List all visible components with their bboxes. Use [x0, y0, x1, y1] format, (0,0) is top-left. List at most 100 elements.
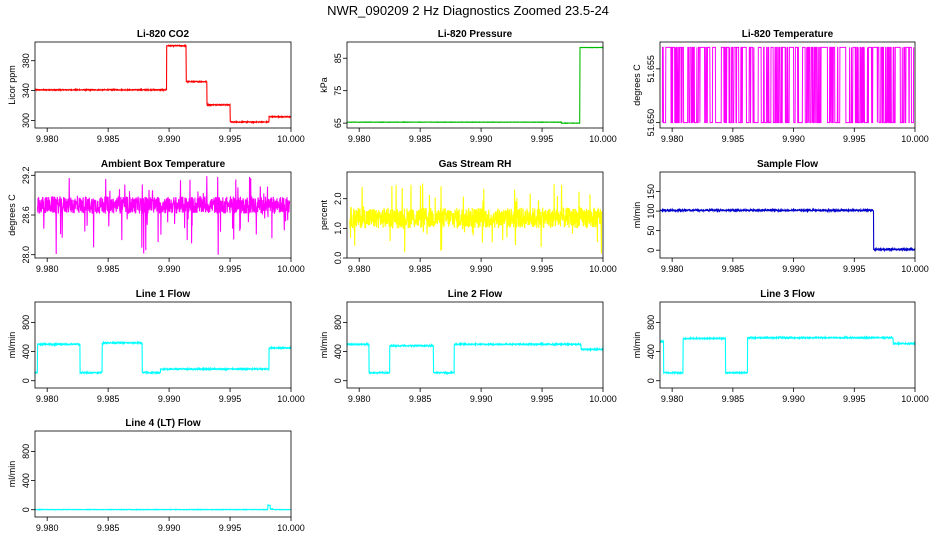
page-title: NWR_090209 2 Hz Diagnostics Zoomed 23.5-… [327, 3, 609, 18]
x-tick-label: 9.980 [36, 523, 59, 533]
x-tick-label: 9.995 [219, 523, 242, 533]
chart-panel: 9.980 9.985 9.990 9.995 10.000 0 400 800 Line 4 … [7, 418, 305, 533]
x-tick-label: 9.985 [409, 134, 432, 144]
y-axis-label: ml/min [7, 461, 17, 488]
chart-title: Line 2 Flow [448, 289, 503, 300]
y-axis-label: ml/min [7, 332, 17, 359]
x-tick-label: 9.980 [348, 394, 371, 404]
x-tick-label: 9.980 [36, 394, 59, 404]
y-tick-label: 340 [21, 83, 31, 98]
x-tick-label: 9.985 [409, 264, 432, 274]
y-tick-label: 400 [646, 344, 656, 359]
chart-title: Li-820 CO2 [137, 29, 190, 40]
x-tick-label: 9.995 [843, 134, 866, 144]
y-tick-label: 75 [333, 86, 343, 96]
x-tick-label: 9.995 [531, 134, 554, 144]
x-tick-label: 9.985 [97, 394, 120, 404]
x-tick-label: 9.995 [531, 264, 554, 274]
x-tick-label: 10.000 [277, 264, 305, 274]
y-axis-label: percent [319, 199, 329, 230]
x-tick-label: 9.990 [470, 264, 493, 274]
plot-frame [659, 171, 916, 259]
chart-title: Li-820 Pressure [438, 29, 513, 40]
plot-frame [346, 41, 604, 129]
x-tick-label: 10.000 [901, 264, 929, 274]
chart-title: Ambient Box Temperature [101, 159, 226, 170]
y-axis-label: kPa [319, 77, 329, 93]
y-axis-label: Licor ppm [7, 65, 17, 105]
y-tick-label: 150 [646, 184, 656, 199]
x-tick-label: 9.995 [219, 134, 242, 144]
x-tick-label: 9.990 [158, 394, 181, 404]
y-tick-label: 0 [646, 248, 656, 253]
y-tick-label: 0.0 [333, 252, 343, 265]
y-tick-label: 400 [333, 344, 343, 359]
x-tick-label: 9.985 [722, 394, 745, 404]
plot-frame [659, 301, 916, 389]
x-tick-label: 10.000 [589, 394, 617, 404]
y-axis-label: ml/min [632, 202, 642, 229]
x-tick-label: 9.990 [470, 134, 493, 144]
y-tick-label: 51.650 [646, 109, 656, 137]
data-series-line [659, 335, 916, 376]
y-tick-label: 800 [333, 315, 343, 330]
y-tick-label: 51.655 [646, 55, 656, 83]
x-tick-label: 9.985 [722, 264, 745, 274]
plot-frame [346, 301, 604, 389]
x-tick-label: 10.000 [589, 264, 617, 274]
plot-frame [34, 171, 292, 259]
x-tick-label: 9.995 [843, 394, 866, 404]
data-series-line [34, 340, 292, 375]
y-tick-label: 0 [333, 378, 343, 383]
y-tick-label: 800 [646, 315, 656, 330]
y-tick-label: 65 [333, 118, 343, 128]
y-tick-label: 2.0 [333, 192, 343, 205]
y-tick-label: 100 [646, 204, 656, 219]
chart-panel: 9.980 9.985 9.990 9.995 10.000 0 400 800 Line 1 … [7, 289, 305, 404]
chart-panel: 9.980 9.985 9.990 9.995 10.000 28.0 28.6 29.2 Am… [7, 159, 305, 274]
chart-panel: 9.980 9.985 9.990 9.995 10.000 300 340 380 Li-82… [7, 29, 305, 144]
y-axis-label: degrees C [632, 64, 642, 106]
chart-panel: 9.980 9.985 9.990 9.995 10.000 51.650 51.655 Li… [632, 29, 929, 144]
chart-panel: 9.980 9.985 9.990 9.995 10.000 0 50 100 150 Sampl… [632, 159, 929, 274]
x-tick-label: 9.990 [782, 394, 805, 404]
data-series-line [349, 183, 603, 254]
chart-title: Sample Flow [757, 159, 818, 170]
y-tick-label: 50 [646, 226, 656, 236]
x-tick-label: 9.990 [158, 134, 181, 144]
y-tick-label: 1.0 [333, 222, 343, 235]
x-tick-label: 9.990 [782, 264, 805, 274]
y-axis-label: degrees C [7, 194, 17, 236]
x-tick-label: 9.990 [782, 134, 805, 144]
x-tick-label: 9.995 [843, 264, 866, 274]
y-axis-label: ml/min [319, 332, 329, 359]
x-tick-label: 9.985 [722, 134, 745, 144]
chart-title: Gas Stream RH [439, 159, 512, 170]
y-tick-label: 400 [21, 344, 31, 359]
chart-panel: 9.980 9.985 9.990 9.995 10.000 65 75 85 Li-820 P… [319, 29, 617, 144]
x-tick-label: 10.000 [589, 134, 617, 144]
data-series-line [34, 503, 292, 512]
data-series-line [659, 207, 916, 253]
chart-title: Line 4 (LT) Flow [125, 418, 201, 429]
chart-panel: 9.980 9.985 9.990 9.995 10.000 0.0 1.0 2.0 Gas S… [319, 159, 617, 274]
chart-panel: 9.980 9.985 9.990 9.995 10.000 0 400 800 Line 3 … [632, 289, 929, 404]
plot-frame [346, 171, 604, 259]
x-tick-label: 9.985 [409, 394, 432, 404]
plot-frame [659, 41, 916, 129]
y-tick-label: 400 [21, 473, 31, 488]
y-tick-label: 85 [333, 53, 343, 63]
chart-panel: 9.980 9.985 9.990 9.995 10.000 0 400 800 Line 2 … [319, 289, 617, 404]
plot-frame [34, 41, 292, 129]
y-tick-label: 28.0 [21, 246, 31, 264]
plot-frame [34, 430, 292, 518]
y-tick-label: 0 [21, 378, 31, 383]
x-tick-label: 9.980 [661, 134, 684, 144]
x-tick-label: 9.980 [661, 264, 684, 274]
y-tick-label: 800 [21, 315, 31, 330]
x-tick-label: 10.000 [277, 394, 305, 404]
y-tick-label: 29.2 [21, 167, 31, 185]
x-tick-label: 9.980 [661, 394, 684, 404]
data-series-line [346, 341, 604, 376]
